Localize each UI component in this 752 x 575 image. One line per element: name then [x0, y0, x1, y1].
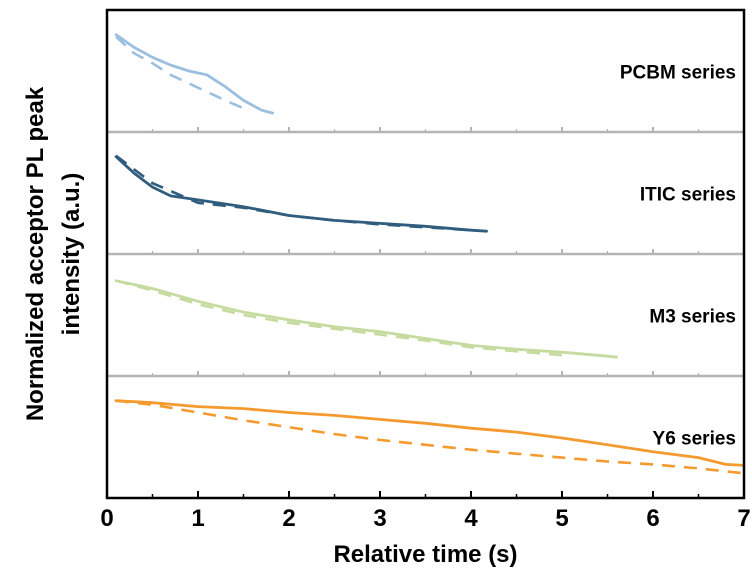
- series-label-m3-series: M3 series: [649, 306, 736, 327]
- panel-pcbm-series: PCBM series: [114, 33, 736, 132]
- panel-y6-series: Y6 series: [107, 374, 746, 498]
- x-tick-label: 1: [191, 505, 204, 532]
- series-line-y6-series-solid: [114, 399, 746, 467]
- x-tick-label: 5: [555, 505, 568, 532]
- y-axis-title-line-1: Normalized acceptor PL peak: [22, 86, 49, 421]
- x-axis-title: Relative time (s): [333, 541, 517, 568]
- y-axis-title: Normalized acceptor PL peak intensity (a…: [22, 86, 85, 421]
- series-label-itic-series: ITIC series: [640, 184, 736, 205]
- x-tick-label: 0: [100, 505, 113, 532]
- x-tick-label: 3: [373, 505, 386, 532]
- plot-frame: [105, 8, 746, 500]
- panel-itic-series: ITIC series: [107, 130, 744, 254]
- panels-layer: PCBM series ITIC series M3 series Y6 series: [107, 33, 746, 498]
- series-line-itic-series-dashed: [115, 154, 472, 232]
- x-tick-label: 2: [282, 505, 295, 532]
- x-ticks-layer: 0 1 2 3 4 5 6 7: [100, 491, 751, 532]
- series-line-pcbm-series-solid: [114, 33, 274, 115]
- x-tick-label: 6: [646, 505, 659, 532]
- x-tick-label: 7: [737, 505, 750, 532]
- series-line-m3-series-dashed: [115, 279, 563, 357]
- panel-m3-series: M3 series: [107, 252, 744, 376]
- y-axis-title-line-2: intensity (a.u.): [58, 173, 85, 336]
- series-label-y6-series: Y6 series: [653, 428, 736, 449]
- series-label-pcbm-series: PCBM series: [620, 62, 736, 83]
- series-line-m3-series-solid: [114, 279, 618, 359]
- series-line-itic-series-solid: [114, 155, 488, 233]
- series-line-y6-series-dashed: [115, 399, 745, 475]
- x-tick-label: 4: [464, 505, 478, 532]
- series-line-pcbm-series-dashed: [115, 35, 245, 110]
